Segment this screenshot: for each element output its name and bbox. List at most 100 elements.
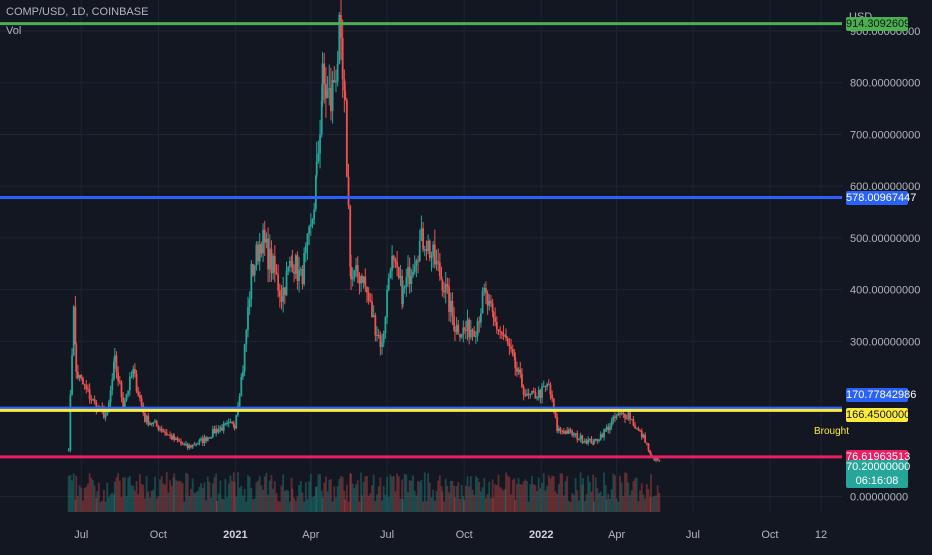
candle-body	[644, 434, 647, 443]
volume-bar	[466, 476, 469, 512]
candle-body	[226, 423, 228, 425]
volume-bar	[578, 500, 580, 512]
candle-body	[185, 443, 187, 445]
volume-bar	[658, 492, 661, 512]
candle-body	[534, 392, 537, 399]
candle-body	[106, 412, 109, 415]
volume-bar	[190, 489, 192, 512]
candle-body	[198, 439, 201, 444]
volume-indicator-label[interactable]: Vol	[6, 25, 22, 37]
volume-bar	[328, 479, 331, 512]
candle-body	[505, 335, 507, 339]
candle-body	[371, 301, 373, 318]
candle-body	[433, 244, 436, 265]
candle-body	[441, 279, 444, 291]
candle-body	[612, 416, 615, 421]
volume-bar	[506, 475, 509, 512]
candle-body	[304, 245, 307, 254]
candle-body	[67, 450, 70, 452]
volume-bar	[494, 484, 497, 512]
volume-bar	[605, 499, 608, 512]
volume-bar	[396, 473, 399, 512]
candle-body	[630, 419, 633, 421]
volume-bar	[338, 478, 341, 512]
candle-body	[72, 306, 75, 356]
volume-bar	[590, 491, 593, 512]
candle-body	[219, 427, 222, 430]
candle-body	[585, 440, 588, 444]
volume-bar	[455, 486, 458, 512]
candle-body	[262, 229, 264, 254]
candle-body	[308, 226, 311, 234]
time-axis[interactable]: Jul Oct 2021 Apr Jul Oct 2022 Apr Jul Oct 12	[0, 515, 932, 550]
candle-body	[629, 412, 631, 420]
candle-body	[210, 437, 213, 439]
volume-bar	[106, 482, 109, 512]
candle-body	[522, 386, 525, 395]
volume-bar	[248, 476, 251, 512]
volume-bar	[347, 501, 350, 512]
volume-bar	[323, 482, 326, 512]
candle-body	[466, 319, 469, 331]
candle-body	[552, 398, 555, 412]
candle-body	[253, 265, 256, 276]
candle-body	[222, 423, 225, 431]
candle-body	[268, 248, 271, 270]
candle-body	[367, 292, 370, 301]
candle-body	[521, 373, 523, 387]
candle-body	[75, 344, 78, 372]
candle-body	[213, 428, 216, 434]
volume-bar	[407, 492, 409, 512]
volume-bar	[425, 500, 428, 512]
volume-bar	[216, 500, 218, 512]
candle-body	[449, 300, 452, 313]
candle-body	[145, 416, 148, 422]
candle-body	[319, 134, 321, 154]
volume-bar	[634, 478, 636, 512]
candle-body	[420, 228, 423, 241]
volume-bar	[294, 500, 297, 512]
candle-body	[298, 270, 300, 281]
volume-bar	[401, 479, 404, 512]
grid	[0, 0, 842, 512]
volume-bar	[604, 485, 607, 512]
volume-bar	[237, 472, 239, 512]
volume-bar	[451, 480, 454, 512]
volume-bar	[186, 473, 189, 512]
candle-body	[272, 256, 275, 274]
volume-bar	[637, 501, 640, 512]
candle-body	[309, 224, 312, 227]
candle-body	[578, 438, 580, 440]
candle-body	[519, 369, 522, 374]
candle-body	[625, 418, 628, 420]
candle-body	[596, 439, 599, 441]
candle-body	[471, 329, 474, 332]
volume-bar	[290, 477, 293, 512]
volume-bar	[399, 498, 402, 512]
candle-body	[554, 411, 557, 418]
candle-body	[176, 438, 179, 441]
volume-bar	[123, 477, 126, 512]
symbol-title[interactable]: COMP/USD, 1D, COINBASE	[6, 6, 149, 18]
volume-bar	[180, 481, 182, 512]
time-tick-label: Oct	[150, 529, 167, 541]
candle-body	[364, 276, 367, 287]
candle-body	[180, 441, 182, 444]
volume-bar	[157, 496, 160, 512]
candle-body	[296, 255, 299, 281]
volume-bar	[350, 473, 352, 512]
horizontal-line-price-label: 170.77842986	[846, 388, 917, 403]
candle-body	[294, 255, 297, 274]
candle-body	[347, 176, 350, 206]
candle-body	[632, 419, 635, 426]
candle-body	[506, 338, 509, 344]
horizontal-lines[interactable]	[0, 22, 842, 459]
candle-body	[326, 89, 329, 99]
volume-bar	[258, 476, 261, 512]
candle-body	[541, 386, 543, 398]
candle-body	[303, 253, 306, 285]
candle-body	[492, 311, 495, 318]
volume-bar	[573, 495, 575, 512]
